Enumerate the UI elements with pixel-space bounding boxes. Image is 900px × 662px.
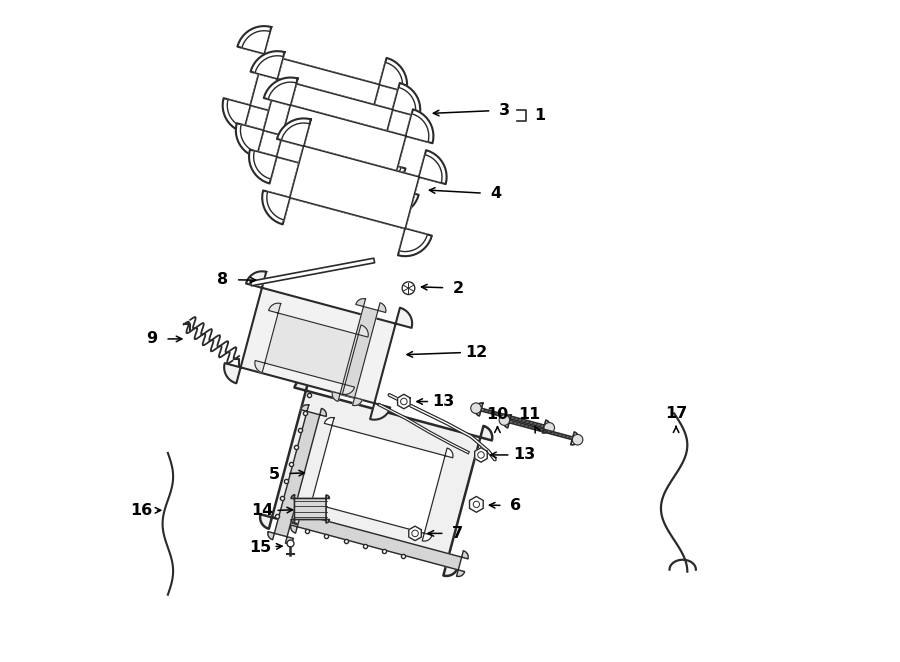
- Polygon shape: [266, 123, 442, 252]
- Text: 5: 5: [268, 467, 280, 481]
- Polygon shape: [409, 526, 421, 541]
- Polygon shape: [475, 403, 550, 433]
- Circle shape: [544, 422, 554, 433]
- Text: 8: 8: [217, 272, 228, 287]
- Text: 3: 3: [500, 103, 510, 118]
- Circle shape: [400, 399, 407, 404]
- Circle shape: [412, 530, 418, 537]
- Polygon shape: [291, 508, 468, 577]
- Polygon shape: [236, 51, 420, 189]
- Text: 14: 14: [251, 504, 274, 518]
- Polygon shape: [504, 415, 578, 445]
- Polygon shape: [260, 379, 492, 576]
- Circle shape: [500, 415, 509, 426]
- Text: 4: 4: [491, 187, 501, 201]
- Polygon shape: [398, 395, 410, 409]
- Polygon shape: [303, 418, 453, 541]
- Polygon shape: [240, 56, 416, 184]
- Circle shape: [402, 282, 415, 295]
- Circle shape: [473, 501, 480, 508]
- Text: 11: 11: [518, 407, 540, 422]
- Text: 17: 17: [665, 406, 688, 421]
- Polygon shape: [474, 448, 487, 462]
- Text: 1: 1: [534, 109, 544, 123]
- Circle shape: [471, 403, 482, 414]
- Polygon shape: [224, 271, 412, 420]
- Text: 10: 10: [486, 407, 508, 422]
- Circle shape: [572, 434, 583, 445]
- Polygon shape: [291, 495, 329, 523]
- Text: 13: 13: [432, 394, 454, 409]
- Circle shape: [478, 451, 484, 458]
- Text: 9: 9: [147, 332, 158, 346]
- Polygon shape: [255, 303, 368, 395]
- Text: 6: 6: [510, 498, 521, 513]
- Polygon shape: [228, 30, 402, 160]
- Polygon shape: [222, 26, 407, 164]
- Polygon shape: [470, 496, 483, 512]
- Polygon shape: [262, 118, 446, 256]
- Text: 16: 16: [130, 503, 153, 518]
- Polygon shape: [249, 77, 434, 215]
- Text: 7: 7: [453, 526, 464, 541]
- Text: 15: 15: [249, 540, 271, 555]
- Polygon shape: [268, 404, 327, 544]
- Polygon shape: [250, 258, 374, 286]
- Text: 2: 2: [453, 281, 464, 296]
- Text: 13: 13: [513, 448, 535, 463]
- Polygon shape: [332, 299, 386, 406]
- Polygon shape: [254, 82, 428, 211]
- Text: 12: 12: [465, 345, 488, 359]
